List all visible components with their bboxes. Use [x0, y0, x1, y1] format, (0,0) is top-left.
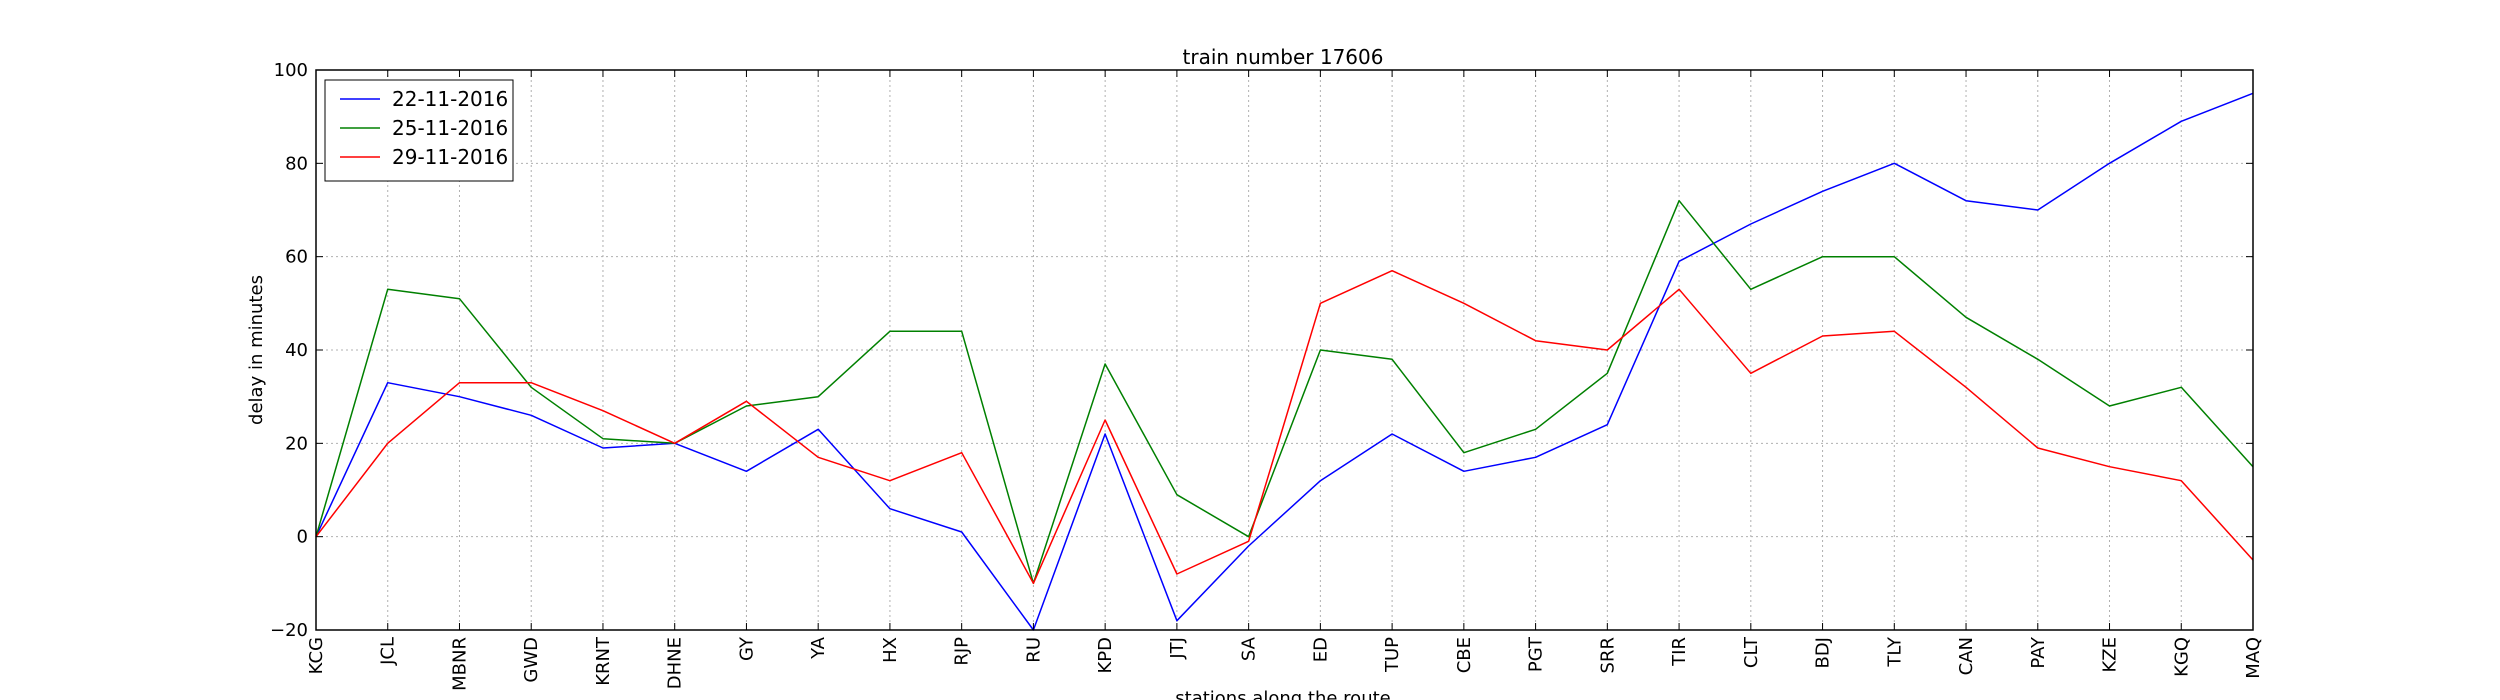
x-tick-label: DHNE	[665, 637, 686, 689]
x-tick-label: RJP	[952, 637, 973, 666]
x-tick-label: MAQ	[2243, 637, 2264, 679]
y-tick-label: −20	[270, 620, 308, 641]
x-tick-label: TIR	[1669, 637, 1690, 667]
x-tick-label: TUP	[1382, 637, 1403, 673]
x-tick-label: CBE	[1454, 637, 1475, 673]
x-axis-label: stations along the route	[1175, 688, 1390, 700]
y-tick-label: 40	[285, 340, 308, 361]
x-tick-label: KCG	[306, 637, 327, 674]
x-tick-label: SRR	[1597, 637, 1618, 673]
x-tick-label: CLT	[1741, 636, 1762, 668]
series-line-25-11-2016	[315, 199, 2254, 585]
y-tick-label: 20	[285, 433, 308, 454]
x-tick-label: GWD	[521, 637, 542, 683]
x-tick-label: HX	[880, 637, 901, 663]
legend-box	[324, 79, 514, 182]
x-tick-label: SA	[1239, 636, 1260, 661]
chart-title: train number 17606	[1183, 45, 1384, 69]
series-line-22-11-2016	[315, 92, 2254, 631]
x-tick-label: CAN	[1956, 637, 1977, 675]
y-axis-label: delay in minutes	[246, 275, 267, 425]
x-tick-label: TLY	[1884, 636, 1905, 668]
axis-ticks: KCG JCL MBNR GWD KRNT DHNE GY YA HX RJP RU KPD JTJ SA…	[270, 60, 2264, 691]
x-tick-label: JCL	[378, 637, 399, 666]
legend-label: 29-11-2016	[392, 145, 508, 169]
x-tick-label: KGQ	[2171, 637, 2192, 677]
x-tick-label: RU	[1023, 637, 1044, 663]
x-tick-label: BDJ	[1813, 637, 1834, 669]
x-tick-label: KPD	[1095, 637, 1116, 674]
series-lines	[315, 92, 2254, 631]
x-tick-label: PGT	[1526, 636, 1547, 672]
legend-label: 22-11-2016	[392, 87, 508, 111]
chart-legend: 22-11-2016 25-11-2016 29-11-2016	[324, 79, 514, 182]
x-tick-label: PAY	[2028, 636, 2049, 669]
y-tick-label: 60	[285, 247, 308, 268]
x-tick-label: JTJ	[1167, 637, 1188, 660]
x-tick-label: GY	[736, 636, 757, 661]
x-tick-label: ED	[1310, 637, 1331, 662]
x-tick-label: KZE	[2100, 637, 2121, 673]
gridlines	[316, 70, 2253, 630]
x-tick-label: YA	[808, 636, 829, 660]
y-tick-label: 0	[297, 527, 308, 548]
series-line-29-11-2016	[315, 269, 2254, 585]
legend-label: 25-11-2016	[392, 116, 508, 140]
x-tick-label: KRNT	[593, 636, 614, 686]
y-tick-label: 80	[285, 153, 308, 174]
y-tick-label: 100	[274, 60, 308, 81]
x-tick-label: MBNR	[449, 637, 470, 691]
